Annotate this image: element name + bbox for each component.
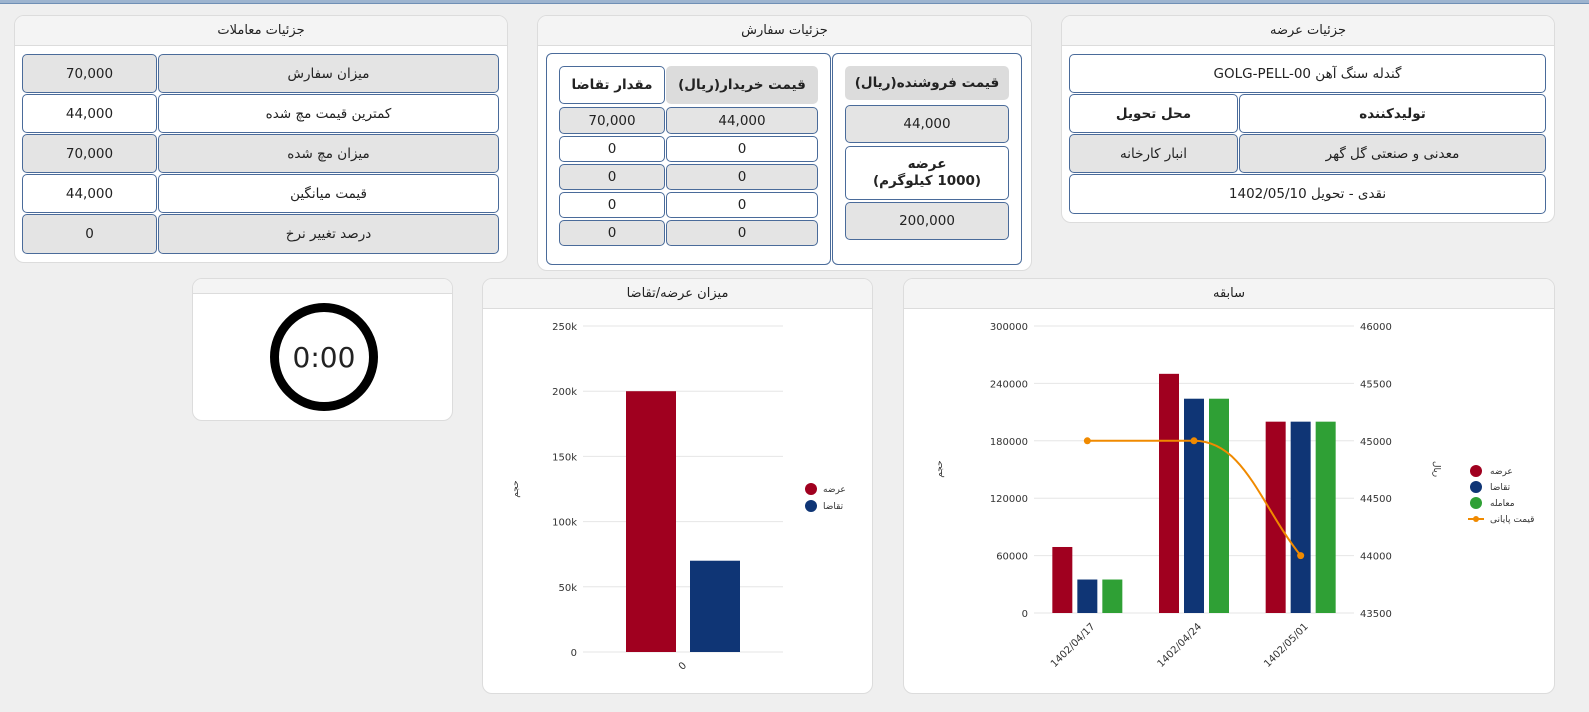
- demand-qty-cell: 0: [559, 136, 665, 162]
- panel-title: جزئیات عرضه: [1062, 16, 1554, 46]
- y-right-tick-label: 45000: [1360, 437, 1392, 448]
- panel-title: جزئیات معاملات: [15, 16, 507, 46]
- producer-value: معدنی و صنعتی گل گهر: [1239, 134, 1546, 173]
- delivery-place-header: محل تحویل: [1069, 94, 1238, 133]
- y-right-tick-label: 45500: [1360, 379, 1392, 390]
- legend-label: تقاضا: [1490, 483, 1511, 493]
- y-axis-label: حجم: [935, 460, 945, 477]
- trade-row-label: کمترین قیمت مچ شده: [158, 94, 499, 133]
- legend-label: عرضه: [823, 485, 846, 495]
- seller-price-header: قیمت فروشنده(ریال): [845, 66, 1009, 100]
- price-point: [1083, 437, 1091, 445]
- bar: [690, 560, 740, 652]
- legend-label: معامله: [1490, 499, 1515, 509]
- supply-quantity-value: 200,000: [845, 202, 1009, 240]
- y-right-axis-label: ریال: [1431, 461, 1441, 477]
- demand-qty-cell: 0: [559, 192, 665, 218]
- y-tick-label: 300000: [990, 322, 1028, 333]
- supply-demand-chart: 250k 200k 150k 100k 50k 0 حجم 0 عرضه تقاضا: [511, 322, 846, 673]
- countdown-timer: 0:00: [270, 303, 378, 411]
- window-top-border: [0, 0, 1589, 4]
- panel-title: سابقه: [904, 279, 1554, 309]
- demand-qty-cell: 0: [559, 220, 665, 246]
- bar: [1102, 579, 1123, 613]
- buyer-price-cell: 0: [666, 192, 818, 218]
- y-tick-label: 250k: [552, 322, 577, 333]
- panel-title: میزان عرضه/تقاضا: [483, 279, 872, 309]
- y-right-tick-label: 44000: [1360, 552, 1392, 563]
- x-tick-label: 1402/05/01: [1262, 621, 1311, 670]
- trade-row-label: قیمت میانگین: [158, 174, 499, 213]
- bar: [1052, 546, 1073, 613]
- history-chart-panel: سابقه 300000 46000 240000 45500 180000 45000 1…: [903, 278, 1555, 694]
- bar: [1184, 398, 1204, 613]
- bar: [1315, 421, 1336, 613]
- product-name: گندله سنگ آهن GOLG-PELL-00: [1069, 54, 1546, 93]
- bar: [1209, 398, 1229, 613]
- trade-row-value: 0: [22, 214, 157, 254]
- y-tick-label: 200k: [552, 387, 577, 398]
- legend-label: قیمت پایانی: [1490, 515, 1534, 525]
- bar: [626, 391, 676, 652]
- legend-marker: [1470, 465, 1482, 477]
- y-right-tick-label: 44500: [1360, 494, 1392, 505]
- price-line: [1087, 439, 1302, 557]
- y-right-tick-label: 46000: [1360, 322, 1392, 333]
- trade-row-label: میزان سفارش: [158, 54, 499, 93]
- x-tick-label: 1402/04/17: [1049, 621, 1098, 670]
- buyer-price-cell: 0: [666, 220, 818, 246]
- supply-header-line2: (1000 کیلوگرم): [872, 173, 982, 189]
- legend-marker: [1473, 516, 1479, 522]
- x-tick-label: 0: [677, 660, 689, 672]
- supply-header-line1: عرضه: [907, 156, 947, 172]
- trade-row-label: میزان مچ شده: [158, 134, 499, 173]
- buyer-price-cell: 44,000: [666, 107, 818, 134]
- seller-price-value: 44,000: [845, 105, 1009, 143]
- demand-qty-header: مقدار تقاضا: [559, 66, 665, 104]
- history-chart: 300000 46000 240000 45500 180000 45000 120000 4…: [935, 322, 1534, 670]
- trade-row-value: 44,000: [22, 174, 157, 213]
- settlement-info: نقدی - تحویل 1402/05/10: [1069, 174, 1546, 214]
- trade-row-label: درصد تغییر نرخ: [158, 214, 499, 254]
- y-tick-label: 120000: [990, 494, 1028, 505]
- y-tick-label: 180000: [990, 437, 1028, 448]
- y-tick-label: 0: [1022, 609, 1028, 620]
- panel-title: جزئیات سفارش: [538, 16, 1031, 46]
- y-tick-label: 150k: [552, 452, 577, 463]
- demand-qty-cell: 70,000: [559, 107, 665, 134]
- supply-quantity-header: عرضه (1000 کیلوگرم): [845, 146, 1009, 200]
- delivery-place-value: انبار کارخانه: [1069, 134, 1238, 173]
- y-tick-label: 100k: [552, 518, 577, 529]
- legend-marker: [805, 483, 817, 495]
- buyer-price-header: قیمت خریدار(ریال): [666, 66, 818, 104]
- trade-row-value: 70,000: [22, 134, 157, 173]
- buyer-price-cell: 0: [666, 136, 818, 162]
- timer-value: 0:00: [292, 340, 356, 374]
- legend-marker: [1470, 481, 1482, 493]
- y-right-tick-label: 43500: [1360, 609, 1392, 620]
- price-point: [1297, 552, 1305, 560]
- legend-marker: [1470, 497, 1482, 509]
- y-tick-label: 0: [571, 648, 577, 659]
- bar: [1077, 579, 1098, 613]
- x-tick-label: 1402/04/24: [1156, 621, 1205, 670]
- bar: [1159, 373, 1179, 613]
- buyer-price-cell: 0: [666, 164, 818, 190]
- producer-header: تولیدکننده: [1239, 94, 1546, 133]
- bar: [1290, 421, 1311, 613]
- trade-row-value: 70,000: [22, 54, 157, 93]
- legend-marker: [805, 500, 817, 512]
- y-tick-label: 50k: [558, 583, 577, 594]
- legend-label: عرضه: [1490, 467, 1513, 477]
- supply-demand-chart-panel: میزان عرضه/تقاضا 250k 200k 150k 100k 50k 0 حجم…: [482, 278, 873, 694]
- y-axis-label: حجم: [511, 480, 521, 497]
- y-tick-label: 240000: [990, 379, 1028, 390]
- trade-row-value: 44,000: [22, 94, 157, 133]
- legend-label: تقاضا: [823, 502, 844, 512]
- price-point: [1190, 437, 1198, 445]
- demand-qty-cell: 0: [559, 164, 665, 190]
- y-tick-label: 60000: [996, 552, 1028, 563]
